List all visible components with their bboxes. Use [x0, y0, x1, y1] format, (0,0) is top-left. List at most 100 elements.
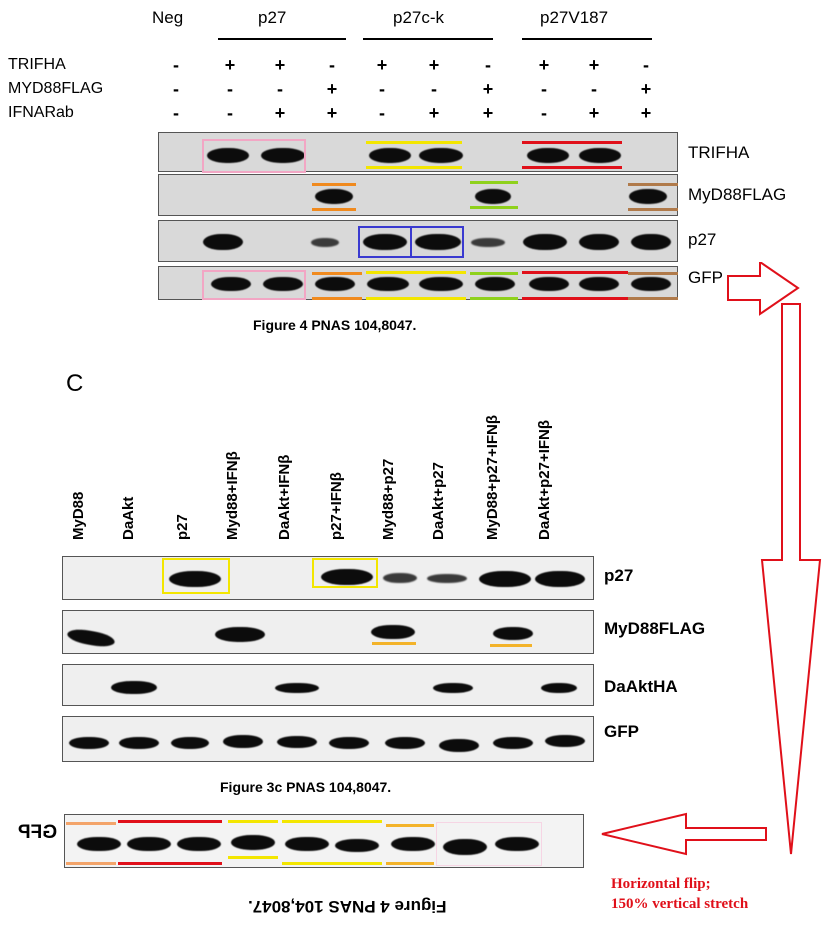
- band: [171, 737, 209, 749]
- highlight-box-yellow: [162, 558, 230, 594]
- band: [493, 627, 533, 640]
- blot-label-trifha: TRIFHA: [688, 143, 750, 162]
- lane-label: Myd88+IFNβ: [224, 451, 241, 540]
- highlight-box-pink: [202, 270, 306, 300]
- band: [415, 234, 461, 250]
- band: [127, 837, 171, 851]
- sign: +: [428, 55, 440, 75]
- band: [439, 739, 479, 752]
- lane-label: DaAkt+p27: [430, 462, 447, 540]
- annotation-line-2: 150% vertical stretch: [611, 896, 749, 912]
- highlight-line-red: [118, 820, 222, 823]
- band: [475, 189, 511, 204]
- sign: +: [482, 103, 494, 123]
- sign: -: [379, 79, 385, 99]
- lane-label: Myd88+p27: [380, 458, 397, 540]
- highlight-line-orange: [66, 862, 116, 865]
- sign: -: [541, 79, 547, 99]
- band: [367, 277, 409, 291]
- sign: +: [326, 79, 338, 99]
- group-label-p27v187: p27V187: [540, 8, 609, 27]
- flipped-gfp-strip: [64, 814, 584, 868]
- band: [479, 571, 531, 587]
- blot-label-p27: p27: [688, 230, 717, 249]
- sign: -: [541, 103, 547, 123]
- blot-label-p27-fig3c: p27: [604, 566, 634, 585]
- highlight-line-yellow: [366, 166, 462, 169]
- group-underline-p27v187: [522, 38, 652, 40]
- sign: -: [485, 55, 491, 75]
- blot-label-gfp: GFP: [688, 268, 723, 287]
- highlight-line-red: [522, 141, 622, 144]
- highlight-line-brown: [628, 208, 678, 211]
- lane-label: MyD88+p27+IFNβ: [484, 414, 501, 540]
- lane-label: DaAkt+p27+IFNβ: [536, 419, 553, 540]
- band: [523, 234, 567, 250]
- blot-label-myd88flag-fig3c: MyD88FLAG: [604, 619, 706, 638]
- band: [631, 234, 671, 250]
- sign: +: [640, 103, 652, 123]
- panel-letter: C: [66, 370, 84, 397]
- arrow-head-right: [727, 262, 800, 316]
- highlight-line-red: [522, 166, 622, 169]
- band: [207, 148, 249, 163]
- band: [579, 277, 619, 291]
- band: [277, 736, 317, 748]
- band: [443, 839, 487, 855]
- band: [203, 234, 243, 250]
- sign: -: [227, 79, 233, 99]
- band: [329, 737, 369, 749]
- sign: -: [643, 55, 649, 75]
- sign: +: [588, 55, 600, 75]
- blot-daaktha-fig3c: [62, 664, 594, 706]
- highlight-line-yellow: [366, 141, 462, 144]
- band: [363, 234, 407, 250]
- highlight-line-orange: [312, 272, 362, 275]
- band: [427, 574, 467, 583]
- highlight-box-pink: [436, 822, 542, 866]
- blot-myd88flag: [158, 174, 678, 216]
- band: [66, 626, 116, 650]
- band: [541, 683, 577, 693]
- band: [215, 627, 265, 642]
- sign: -: [173, 79, 179, 99]
- highlight-line-brown: [628, 272, 678, 275]
- group-label-p27: p27: [258, 8, 287, 27]
- band: [385, 737, 425, 749]
- sign: -: [379, 103, 385, 123]
- band: [211, 277, 251, 291]
- sign: -: [591, 79, 597, 99]
- blot-myd88flag-fig3c: [62, 610, 594, 654]
- band: [629, 189, 667, 204]
- band: [493, 737, 533, 749]
- sign: +: [428, 103, 440, 123]
- lane-label: DaAkt+IFNβ: [276, 454, 293, 540]
- highlight-box-blue: [358, 226, 412, 258]
- blot-label-myd88flag: MyD88FLAG: [688, 185, 787, 204]
- band: [77, 837, 121, 851]
- band: [391, 837, 435, 851]
- blot-trifha: [158, 132, 678, 172]
- arrow-head-left: [601, 812, 767, 856]
- highlight-line-brown: [628, 183, 678, 186]
- band: [119, 737, 159, 749]
- sign: +: [588, 103, 600, 123]
- highlight-line-brown: [628, 297, 678, 300]
- band: [261, 148, 305, 163]
- highlight-line-yellow: [228, 820, 278, 823]
- lane-label: DaAkt: [120, 496, 137, 540]
- highlight-box-blue: [410, 226, 464, 258]
- highlight-line-yellow: [282, 820, 382, 823]
- highlight-line-orange: [312, 297, 362, 300]
- highlight-line-orange: [66, 822, 116, 825]
- band: [335, 839, 379, 852]
- band: [315, 277, 355, 291]
- band: [527, 148, 569, 163]
- group-underline-p27ck: [363, 38, 493, 40]
- condition-label-myd88flag: MYD88FLAG: [8, 80, 104, 97]
- highlight-line-green: [470, 206, 518, 209]
- band: [419, 148, 463, 163]
- band: [111, 681, 157, 694]
- band: [315, 189, 353, 204]
- band: [311, 238, 339, 247]
